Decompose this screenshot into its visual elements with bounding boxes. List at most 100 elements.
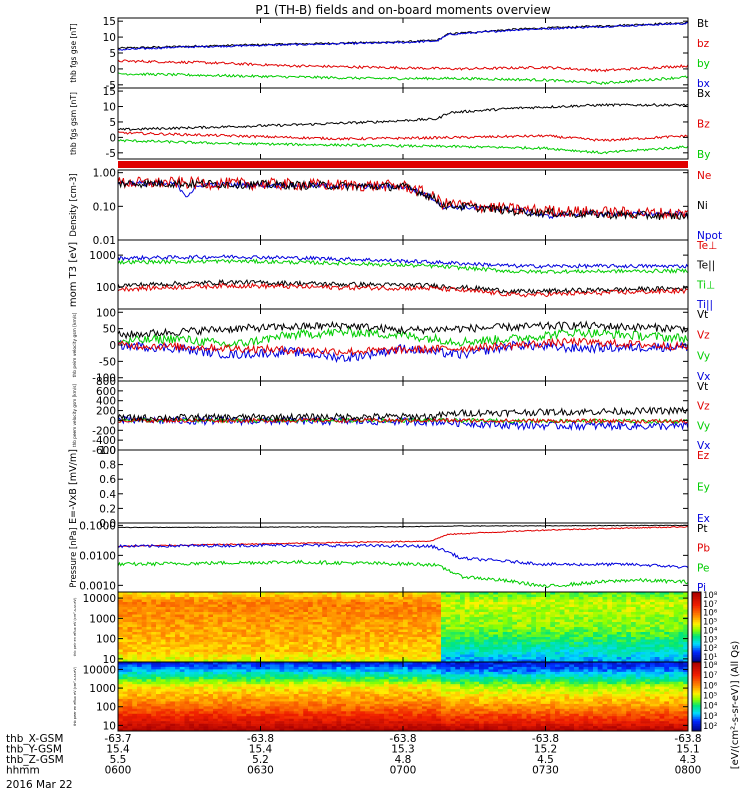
spectrogram-cell xyxy=(341,667,346,670)
spectrogram-cell xyxy=(484,645,489,648)
spectrogram-cell xyxy=(265,652,270,655)
spectrogram-cell xyxy=(227,605,232,608)
spectrogram-cell xyxy=(655,640,660,643)
spectrogram-cell xyxy=(232,622,237,625)
spectrogram-cell xyxy=(180,719,185,722)
spectrogram-cell xyxy=(436,595,441,598)
spectrogram-cell xyxy=(280,719,285,722)
spectrogram-cell xyxy=(303,687,308,690)
spectrogram-cell xyxy=(137,620,142,623)
spectrogram-cell xyxy=(479,652,484,655)
spectrogram-cell xyxy=(156,635,161,638)
spectrogram-cell xyxy=(180,701,185,704)
spectrogram-cell xyxy=(337,652,342,655)
spectrogram-cell xyxy=(265,595,270,598)
spectrogram-cell xyxy=(118,689,123,692)
spectrogram-cell xyxy=(560,615,565,618)
spectrogram-cell xyxy=(199,709,204,712)
spectrogram-cell xyxy=(346,642,351,645)
spectrogram-cell xyxy=(417,595,422,598)
spectrogram-cell xyxy=(313,630,318,633)
spectrogram-cell xyxy=(166,645,171,648)
spectrogram-cell xyxy=(441,637,446,640)
spectrogram-cell xyxy=(204,627,209,630)
spectrogram-cell xyxy=(189,724,194,727)
spectrogram-cell xyxy=(337,605,342,608)
spectrogram-cell xyxy=(299,701,304,704)
spectrogram-cell xyxy=(118,716,123,719)
spectrogram-cell xyxy=(147,655,152,658)
spectrogram-cell xyxy=(299,602,304,605)
y-tick-label: 1000 xyxy=(89,250,116,262)
spectrogram-cell xyxy=(270,664,275,667)
spectrogram-cell xyxy=(584,617,589,620)
spectrogram-cell xyxy=(612,607,617,610)
spectrogram-cell xyxy=(199,642,204,645)
spectrogram-cell xyxy=(522,597,527,600)
spectrogram-cell xyxy=(527,642,532,645)
spectrogram-cell xyxy=(584,650,589,653)
spectrogram-cell xyxy=(655,622,660,625)
spectrogram-cell xyxy=(170,600,175,603)
spectrogram-cell xyxy=(370,635,375,638)
spectrogram-cell xyxy=(408,645,413,648)
spectrogram-cell xyxy=(479,615,484,618)
spectrogram-cell xyxy=(517,650,522,653)
spectrogram-cell xyxy=(479,655,484,658)
spectrogram-cell xyxy=(299,694,304,697)
spectrogram-cell xyxy=(607,642,612,645)
spectrogram-cell xyxy=(370,647,375,650)
spectrogram-cell xyxy=(318,714,323,717)
spectrogram-cell xyxy=(275,655,280,658)
spectrogram-cell xyxy=(232,716,237,719)
spectrogram-cell xyxy=(413,612,418,615)
spectrogram-cell xyxy=(560,630,565,633)
spectrogram-cell xyxy=(132,726,137,729)
spectrogram-cell xyxy=(185,726,190,729)
spectrogram-cell xyxy=(517,642,522,645)
spectrogram-cell xyxy=(645,597,650,600)
spectrogram-cell xyxy=(517,602,522,605)
spectrogram-cell xyxy=(318,701,323,704)
spectrogram-cell xyxy=(660,620,665,623)
spectrogram-cell xyxy=(303,679,308,682)
spectrogram-cell xyxy=(527,637,532,640)
spectrogram-cell xyxy=(650,650,655,653)
spectrogram-cell xyxy=(375,610,380,613)
spectrogram-cell xyxy=(655,650,660,653)
spectrogram-cell xyxy=(584,627,589,630)
spectrogram-cell xyxy=(356,647,361,650)
spectrogram-cell xyxy=(180,607,185,610)
spectrogram-cell xyxy=(313,724,318,727)
spectrogram-cell xyxy=(265,664,270,667)
spectrogram-cell xyxy=(142,615,147,618)
spectrogram-cell xyxy=(151,709,156,712)
spectrogram-cell xyxy=(598,595,603,598)
spectrogram-cell xyxy=(132,697,137,700)
spectrogram-cell xyxy=(446,617,451,620)
spectrogram-cell xyxy=(669,602,674,605)
spectrogram-cell xyxy=(156,657,161,660)
spectrogram-cell xyxy=(546,640,551,643)
spectrogram-cell xyxy=(474,637,479,640)
spectrogram-cell xyxy=(413,620,418,623)
spectrogram-cell xyxy=(199,692,204,695)
spectrogram-cell xyxy=(265,647,270,650)
spectrogram-cell xyxy=(161,701,166,704)
spectrogram-cell xyxy=(508,605,513,608)
spectrogram-cell xyxy=(503,652,508,655)
spectrogram-cell xyxy=(227,699,232,702)
spectrogram-cell xyxy=(550,640,555,643)
spectrogram-cell xyxy=(156,650,161,653)
spectrogram-cell xyxy=(223,687,228,690)
spectrogram-cell xyxy=(242,664,247,667)
spectrogram-cell xyxy=(313,704,318,707)
spectrogram-cell xyxy=(465,600,470,603)
spectrogram-cell xyxy=(280,627,285,630)
spectrogram-cell xyxy=(123,709,128,712)
spectrogram-cell xyxy=(308,684,313,687)
spectrogram-cell xyxy=(237,630,242,633)
spectrogram-cell xyxy=(132,679,137,682)
spectrogram-cell xyxy=(337,724,342,727)
spectrogram-cell xyxy=(517,640,522,643)
